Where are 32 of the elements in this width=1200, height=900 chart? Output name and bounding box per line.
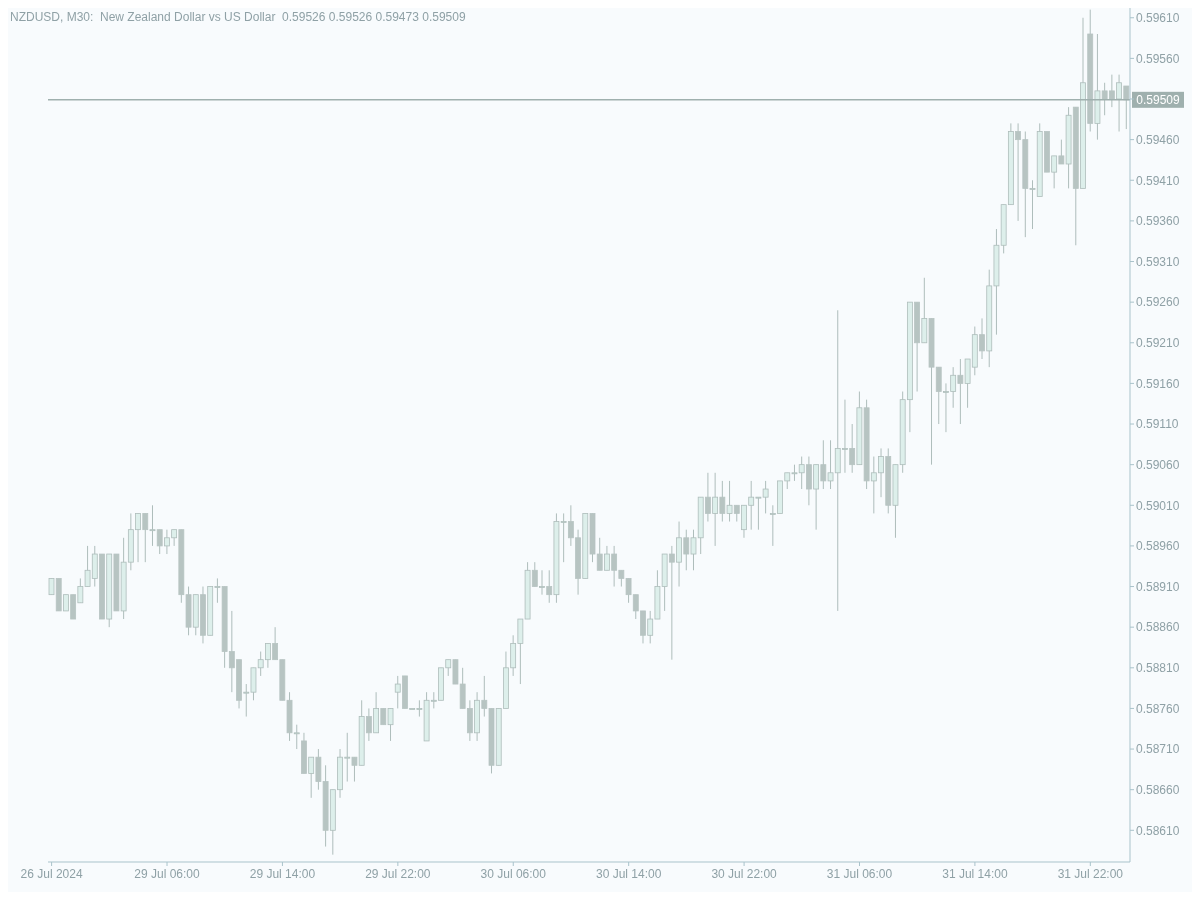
y-tick-label: 0.59560 [1136, 51, 1180, 66]
x-tick-label: 31 Jul 06:00 [826, 867, 893, 881]
y-tick-label: 0.58760 [1136, 701, 1180, 716]
y-tick-label: 0.59010 [1136, 498, 1180, 513]
x-tick-label: 31 Jul 14:00 [942, 867, 1008, 881]
x-tick-label: 30 Jul 14:00 [595, 867, 662, 881]
y-tick-label: 0.58960 [1136, 539, 1180, 554]
y-tick-label: 0.58710 [1136, 742, 1180, 757]
x-tick-label: 31 Jul 22:00 [1057, 867, 1124, 881]
y-tick-label: 0.59260 [1136, 295, 1180, 310]
y-tick-label: 0.59360 [1136, 214, 1180, 229]
ref-line-label: 0.59509 [1136, 92, 1181, 107]
y-tick-label: 0.59460 [1136, 132, 1180, 147]
y-tick-label: 0.58610 [1136, 823, 1180, 838]
chart-title: NZDUSD, M30: New Zealand Dollar vs US Dollar 0.59526 0.59526 0.59473 0.59509 [10, 10, 466, 24]
x-tick-label: 30 Jul 22:00 [711, 867, 778, 881]
y-tick-label: 0.59210 [1136, 336, 1180, 351]
y-tick-label: 0.58910 [1136, 579, 1180, 594]
y-tick-label: 0.59060 [1136, 457, 1180, 472]
x-tick-label: 29 Jul 22:00 [365, 867, 431, 881]
y-tick-label: 0.58810 [1136, 661, 1180, 676]
y-tick-label: 0.59610 [1136, 11, 1180, 26]
x-tick-label: 29 Jul 14:00 [249, 867, 316, 881]
x-tick-label: 30 Jul 06:00 [480, 867, 547, 881]
y-tick-label: 0.58660 [1136, 782, 1180, 797]
y-tick-label: 0.59410 [1136, 173, 1180, 188]
y-tick-label: 0.59310 [1136, 254, 1180, 269]
x-tick-label: 29 Jul 06:00 [134, 867, 201, 881]
x-tick-label: 26 Jul 2024 [20, 867, 83, 881]
y-tick-label: 0.59160 [1136, 376, 1180, 391]
y-tick-label: 0.59110 [1136, 417, 1179, 432]
y-tick-label: 0.58860 [1136, 620, 1180, 635]
